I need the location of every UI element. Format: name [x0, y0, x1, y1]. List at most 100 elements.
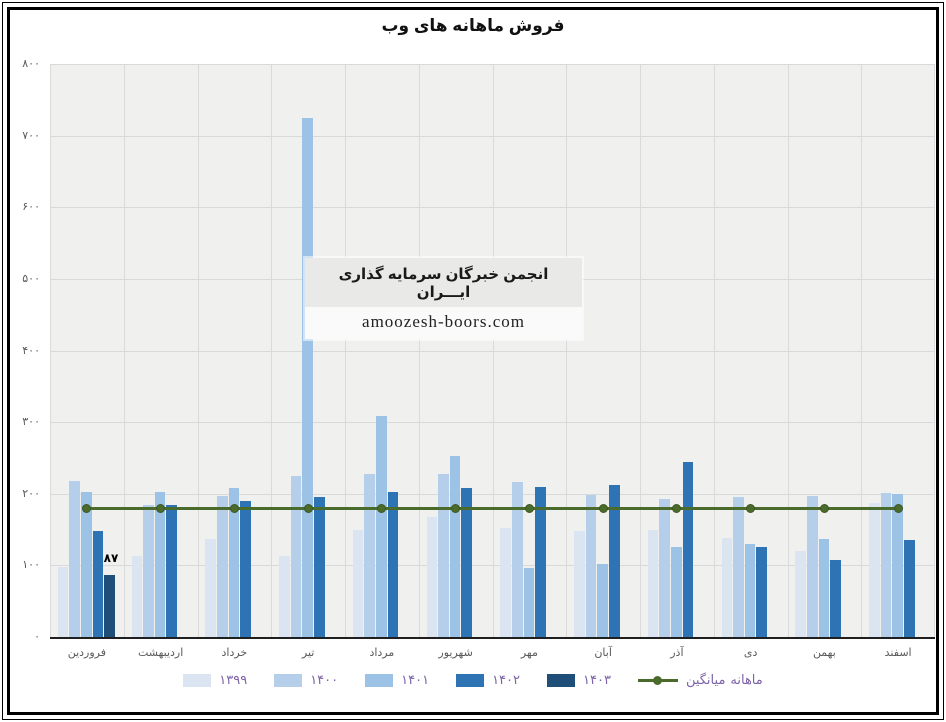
average-marker-خرداد	[229, 503, 239, 513]
y-tick-label: ۱۰۰	[22, 559, 40, 572]
chart-title: فروش ماهانه های وب	[381, 16, 565, 35]
legend-item-۱۳۹۹: ۱۳۹۹	[183, 672, 247, 688]
bar-۱۴۰۱-دی	[744, 543, 756, 637]
bar-۱۴۰۲-اردیبهشت	[166, 504, 178, 637]
bar-۱۴۰۰-اسفند	[880, 493, 892, 637]
x-tick-label-فروردین: فروردین	[67, 647, 107, 659]
v-gridline	[713, 64, 715, 637]
bar-۱۴۰۱-آذر	[671, 546, 682, 637]
y-tick-label: ۷۰۰	[22, 129, 40, 142]
v-gridline	[787, 64, 789, 637]
average-marker-مرداد	[377, 503, 387, 513]
bar-۱۴۰۱-تیر	[302, 117, 313, 637]
bar-۱۳۹۹-دی	[721, 538, 733, 637]
v-gridline	[418, 64, 420, 637]
v-gridline	[271, 64, 273, 637]
bar-۱۴۰۲-تیر	[313, 497, 325, 637]
legend-item-۱۴۰۰: ۱۴۰۰	[274, 672, 338, 688]
bar-۱۴۰۲-اسفند	[903, 540, 915, 637]
bar-۱۴۰۰-مرداد	[364, 473, 376, 637]
legend-label: ۱۳۹۹	[219, 672, 248, 687]
bar-۱۴۰۲-فروردین	[92, 531, 104, 637]
bar-۱۴۰۰-اردیبهشت	[143, 504, 154, 637]
bar-۱۴۰۲-مهر	[535, 486, 546, 637]
average-marker-آبان	[598, 503, 608, 513]
bar-۱۳۹۹-بهمن	[795, 551, 806, 637]
legend-label: ۱۴۰۱	[401, 672, 430, 687]
legend-line-marker-icon	[637, 675, 678, 685]
bar-۱۴۰۱-مرداد	[376, 416, 387, 637]
bar-۱۴۰۲-آذر	[682, 461, 694, 637]
bar-۱۳۹۹-مرداد	[352, 529, 364, 637]
y-tick-label: ۲۰۰	[22, 487, 40, 500]
x-tick-label-مهر: مهر	[520, 647, 538, 659]
bar-۱۴۰۳-فروردین	[104, 574, 115, 637]
bar-۱۴۰۰-آذر	[659, 499, 671, 637]
v-gridline	[345, 64, 346, 637]
legend-swatch-icon	[183, 673, 212, 687]
average-marker-مهر	[524, 503, 534, 513]
legend-swatch-icon	[456, 673, 485, 687]
v-gridline	[123, 64, 125, 637]
v-gridline	[50, 64, 51, 637]
bar-۱۴۰۲-دی	[756, 546, 768, 637]
v-gridline	[861, 64, 863, 637]
bar-value-annotation: ۸۷	[103, 551, 119, 565]
plot-area: ۸۷ انجمن خبرگان سرمایه گذاری ایـــران am…	[50, 64, 935, 639]
v-gridline	[197, 64, 199, 637]
bar-۱۴۰۰-خرداد	[216, 495, 228, 637]
average-marker-فروردین	[82, 503, 92, 513]
y-tick-label: ۴۰۰	[22, 344, 40, 357]
watermark-box: انجمن خبرگان سرمایه گذاری ایـــران amooz…	[305, 258, 582, 339]
bar-۱۳۹۹-مهر	[500, 528, 511, 637]
bar-۱۴۰۰-شهریور	[438, 473, 449, 637]
bar-۱۴۰۱-خرداد	[228, 488, 240, 637]
v-gridline	[640, 64, 641, 637]
bar-۱۴۰۲-شهریور	[461, 488, 473, 637]
bar-۱۴۰۲-خرداد	[240, 500, 251, 637]
y-tick-label: ۶۰۰	[22, 201, 40, 214]
v-gridline	[492, 64, 494, 637]
y-tick-label: ۳۰۰	[22, 416, 40, 429]
legend-item-۱۴۰۳: ۱۴۰۳	[547, 672, 611, 688]
bar-۱۳۹۹-تیر	[279, 556, 290, 637]
bar-۱۳۹۹-خرداد	[205, 538, 216, 637]
legend: ۱۳۹۹ ۱۴۰۰ ۱۴۰۱ ۱۴۰۲ ۱۴۰۳ میانگین ماهانه	[0, 672, 946, 688]
bar-۱۴۰۱-شهریور	[449, 455, 461, 637]
bar-۱۴۰۰-تیر	[290, 475, 302, 637]
watermark-text-fa: انجمن خبرگان سرمایه گذاری ایـــران	[305, 258, 582, 307]
bar-۱۴۰۰-فروردین	[69, 480, 81, 637]
watermark-url: amoozesh-boors.com	[305, 307, 582, 339]
average-marker-شهریور	[451, 503, 461, 513]
average-marker-بهمن	[819, 503, 829, 513]
bar-۱۳۹۹-فروردین	[57, 566, 69, 637]
y-tick-label: ۰	[34, 631, 40, 643]
legend-item-۱۴۰۱: ۱۴۰۱	[365, 672, 429, 688]
x-tick-label-بهمن: بهمن	[812, 647, 836, 659]
legend-label: ۱۴۰۲	[492, 672, 520, 687]
x-tick-label-آذر: آذر	[670, 647, 684, 659]
bar-۱۳۹۹-آذر	[647, 529, 659, 637]
x-tick-label-مرداد: مرداد	[369, 647, 395, 659]
bar-۱۴۰۲-آبان	[608, 485, 620, 637]
v-gridline	[566, 64, 568, 637]
legend-label: ۱۴۰۳	[583, 672, 611, 687]
x-tick-label-شهریور: شهریور	[438, 647, 473, 659]
legend-label: ۱۴۰۰	[310, 672, 339, 687]
bar-۱۴۰۱-مهر	[523, 568, 535, 637]
bar-۱۴۰۱-فروردین	[81, 491, 92, 637]
y-tick-label: ۸۰۰	[22, 58, 40, 70]
legend-item-۱۴۰۲: ۱۴۰۲	[456, 672, 520, 688]
bar-۱۴۰۱-بهمن	[818, 538, 830, 637]
legend-swatch-icon	[547, 673, 575, 687]
bar-۱۳۹۹-شهریور	[426, 516, 438, 637]
x-tick-label-اردیبهشت: اردیبهشت	[137, 647, 184, 659]
legend-swatch-icon	[365, 673, 394, 687]
legend-label-average: میانگین ماهانه	[685, 672, 763, 687]
bar-۱۴۰۰-بهمن	[806, 495, 818, 637]
x-tick-label-خرداد: خرداد	[221, 647, 248, 659]
bar-۱۴۰۱-اردیبهشت	[154, 492, 166, 637]
legend-swatch-icon	[274, 673, 303, 687]
y-tick-label: ۵۰۰	[22, 272, 40, 285]
